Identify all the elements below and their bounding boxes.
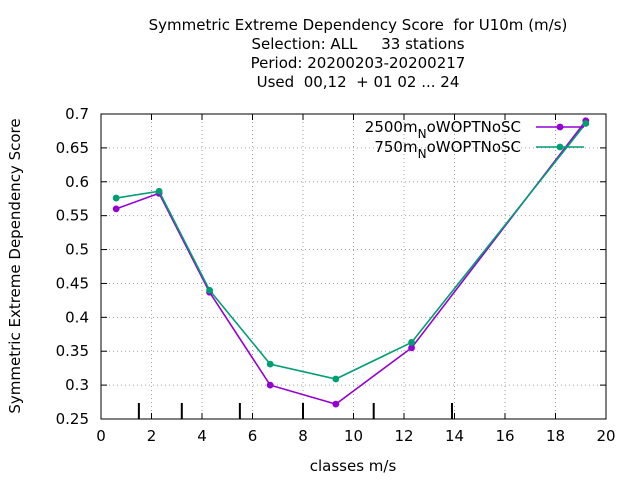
y-axis-ticks: 0.25 0.3 0.35 0.4 0.45 0.5 0.55 0.6 0.65 0.7	[56, 105, 606, 428]
series-group	[112, 117, 590, 408]
x-axis-label: classes m/s	[310, 457, 397, 475]
chart-subtitle-selection: Selection: ALL 33 stations	[251, 35, 465, 53]
y-tick-label: 0.6	[65, 173, 89, 191]
legend-label-main: 2500m	[365, 118, 418, 136]
y-tick-label: 0.4	[65, 308, 89, 326]
x-tick-label: 16	[495, 427, 514, 445]
x-tick-label: 8	[298, 427, 308, 445]
legend-swatch-marker	[556, 123, 564, 131]
chart-subtitle-period: Period: 20200203-20200217	[250, 54, 466, 72]
y-tick-label: 0.7	[65, 105, 89, 123]
chart-title: Symmetric Extreme Dependency Score for U…	[148, 16, 568, 34]
data-point	[112, 194, 120, 202]
legend-label: 2500mNoWOPTNoSC	[365, 118, 521, 141]
x-tick-label: 18	[546, 427, 565, 445]
data-point	[332, 375, 340, 383]
legend-label: 750mNoWOPTNoSC	[374, 138, 521, 161]
data-point	[155, 187, 163, 195]
data-point	[408, 344, 415, 352]
y-tick-label: 0.5	[65, 241, 89, 259]
y-axis-label: Symmetric Extreme Dependency Score	[6, 118, 24, 413]
data-point	[206, 286, 213, 294]
y-tick-label: 0.35	[56, 342, 89, 360]
legend-label-rest: oWOPTNoSC	[427, 118, 521, 136]
grid	[101, 114, 606, 419]
legend-label-subscript: N	[418, 127, 427, 141]
legend-label-main: 750m	[374, 138, 417, 156]
x-tick-label: 6	[248, 427, 258, 445]
series-line-0	[115, 120, 587, 405]
legend-label-subscript: N	[418, 147, 427, 161]
data-point	[582, 120, 590, 127]
data-point	[112, 205, 120, 213]
series-line-1	[116, 122, 587, 380]
class-boundary-marks	[137, 403, 453, 419]
legend-label-rest: oWOPTNoSC	[427, 138, 521, 156]
chart-subtitle-used: Used 00,12 + 01 02 ... 24	[256, 73, 460, 91]
x-tick-label: 2	[147, 427, 157, 445]
data-point	[408, 339, 415, 346]
y-tick-label: 0.65	[56, 139, 89, 157]
y-tick-label: 0.45	[56, 274, 89, 292]
x-tick-label: 12	[394, 427, 413, 445]
y-tick-label: 0.25	[56, 410, 89, 428]
x-tick-label: 0	[96, 427, 106, 445]
x-tick-label: 20	[596, 427, 615, 445]
x-axis-ticks: 0 2 4 6 8 10 12 14 16 18 20	[96, 114, 616, 445]
data-point	[266, 381, 274, 389]
x-tick-label: 14	[445, 427, 464, 445]
x-tick-label: 4	[197, 427, 207, 445]
y-tick-label: 0.55	[56, 207, 89, 225]
data-point	[332, 400, 340, 408]
x-tick-label: 10	[344, 427, 363, 445]
legend-swatch-marker	[556, 143, 564, 151]
y-tick-label: 0.3	[65, 376, 89, 394]
data-point	[266, 360, 274, 368]
